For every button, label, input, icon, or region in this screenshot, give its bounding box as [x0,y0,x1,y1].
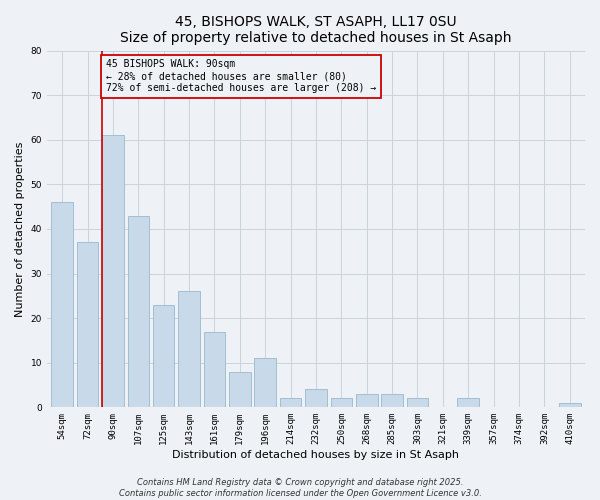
Y-axis label: Number of detached properties: Number of detached properties [15,141,25,316]
Bar [280,398,301,407]
Bar [128,216,149,408]
Bar [203,332,225,407]
Bar [153,305,175,408]
Bar [382,394,403,407]
Bar [102,136,124,407]
Bar [178,292,200,408]
Bar [305,390,327,407]
Text: 45 BISHOPS WALK: 90sqm
← 28% of detached houses are smaller (80)
72% of semi-det: 45 BISHOPS WALK: 90sqm ← 28% of detached… [106,60,376,92]
Bar [356,394,377,407]
Bar [229,372,251,408]
Bar [559,403,581,407]
Title: 45, BISHOPS WALK, ST ASAPH, LL17 0SU
Size of property relative to detached house: 45, BISHOPS WALK, ST ASAPH, LL17 0SU Siz… [120,15,512,45]
Bar [457,398,479,407]
X-axis label: Distribution of detached houses by size in St Asaph: Distribution of detached houses by size … [172,450,460,460]
Bar [77,242,98,408]
Bar [331,398,352,407]
Bar [52,202,73,408]
Bar [254,358,276,408]
Bar [407,398,428,407]
Text: Contains HM Land Registry data © Crown copyright and database right 2025.
Contai: Contains HM Land Registry data © Crown c… [119,478,481,498]
